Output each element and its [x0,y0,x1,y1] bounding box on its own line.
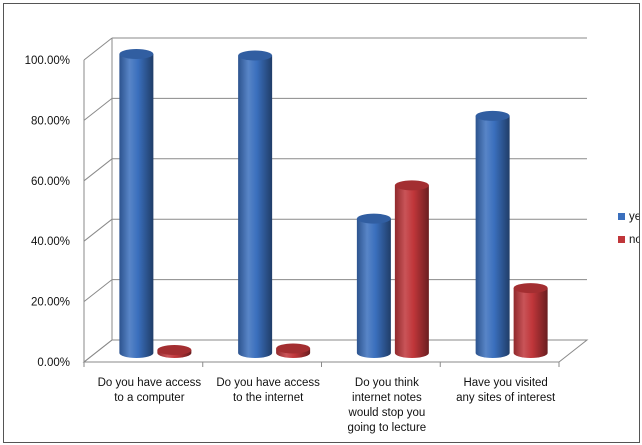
y-tick-label: 100.00% [25,55,70,67]
legend-swatch-yes [618,213,625,220]
bar-yes [475,110,510,359]
x-category-label: Do you have access [98,377,202,389]
legend-swatch-no [618,236,625,243]
bar-body [394,185,429,358]
y-tick-label: 20.00% [31,297,70,309]
bar-no [157,344,192,358]
x-category-label: Do you think [355,377,419,389]
x-category-label: going to lecture [348,422,427,434]
chart-frame: 0.00% 20.00% 40.00% 60.00% 80.00% 100.00% Do y… [3,3,640,443]
gridline-side [83,98,113,121]
bar-yes [356,213,391,358]
floor [82,339,589,363]
bar-no [513,283,548,358]
bar-body [119,54,154,359]
bar-yes [119,49,154,359]
bar-top [394,180,429,191]
legend-label-no: no [629,234,640,246]
bar-top [157,344,192,355]
bar-body [513,288,548,358]
x-category-label: internet notes [352,392,422,404]
gridline-side [83,218,113,242]
bar-top [238,50,273,61]
y-tick-label: 80.00% [31,115,70,127]
bar-body [238,55,273,358]
bar-top [276,343,311,354]
x-category-label: any sites of interest [456,392,556,404]
bar-no [394,180,429,358]
bar-no [276,343,311,358]
x-category-label: would stop you [348,407,426,419]
y-tick-label: 40.00% [31,236,70,248]
bar-body [475,115,510,359]
bar-top [475,110,510,121]
bar-yes [238,50,273,358]
x-category-label: to the internet [233,392,304,404]
bar-body [356,218,391,358]
gridline-side [83,279,113,302]
bar-chart: 0.00% 20.00% 40.00% 60.00% 80.00% 100.00% Do y… [25,37,640,434]
bar-top [119,49,154,60]
legend-label-yes: yes [629,211,640,223]
x-category-label: Have you visited [463,377,547,389]
y-tick-label: 0.00% [37,357,70,369]
x-category-label: Do you have access [216,377,320,389]
bar-top [356,213,391,224]
bar-top [513,283,548,294]
x-category-label: to a computer [114,392,184,404]
y-tick-label: 60.00% [31,176,70,188]
gridline-side [83,158,113,182]
gridline-side [83,37,113,61]
